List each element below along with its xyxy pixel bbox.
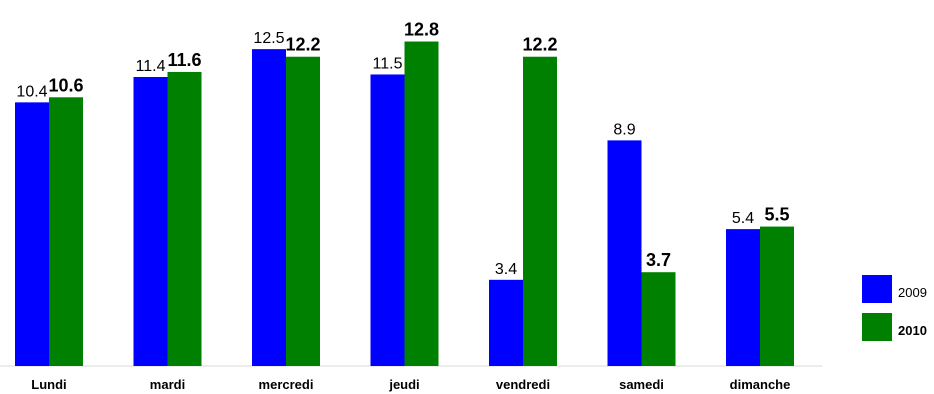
bars-group bbox=[15, 41, 794, 367]
legend: 2009 2010 bbox=[862, 275, 927, 341]
bar-2010-mardi bbox=[167, 71, 202, 366]
bar-2009-dimanche bbox=[726, 229, 760, 366]
category-label-mardi: mardi bbox=[150, 377, 185, 392]
bar-2009-vendredi bbox=[489, 279, 523, 366]
value-label-2010-mercredi: 12.2 bbox=[285, 35, 320, 55]
bar-2010-mercredi bbox=[286, 56, 320, 366]
value-label-2010-Lundi: 10.6 bbox=[48, 75, 83, 95]
value-label-2010-vendredi: 12.2 bbox=[522, 35, 557, 55]
value-label-2009-mardi: 11.4 bbox=[136, 58, 166, 75]
value-label-2010-mardi: 11.6 bbox=[167, 50, 201, 70]
value-labels-group: 10.4 10.611.4 11.612.5 12.211.512.83.412.28… bbox=[16, 20, 789, 278]
value-label-2009-samedi: 8.9 bbox=[613, 121, 635, 138]
category-labels-group: Lundi mardi mercredi jeudi vendredi samedi dim… bbox=[31, 377, 790, 392]
category-label-mercredi: mercredi bbox=[259, 377, 314, 392]
value-label-2009-vendredi: 3.4 bbox=[495, 261, 517, 278]
category-label-vendredi: vendredi bbox=[496, 377, 550, 392]
bar-2009-Lundi bbox=[15, 102, 49, 367]
value-label-2010-dimanche: 5.5 bbox=[764, 205, 789, 225]
legend-label-2009: 2009 bbox=[898, 285, 927, 300]
value-label-2009-dimanche: 5.4 bbox=[732, 210, 754, 227]
bar-2009-mardi bbox=[133, 77, 168, 366]
category-label-jeudi: jeudi bbox=[388, 377, 419, 392]
bar-2010-vendredi bbox=[523, 56, 557, 366]
bar-2010-jeudi bbox=[404, 41, 439, 367]
bar-2009-mercredi bbox=[252, 49, 286, 366]
legend-swatch-2009 bbox=[862, 275, 892, 303]
value-label-2010-jeudi: 12.8 bbox=[404, 20, 439, 40]
value-label-2010-samedi: 3.7 bbox=[646, 250, 671, 270]
bar-2009-jeudi bbox=[370, 74, 405, 366]
legend-label-2010: 2010 bbox=[898, 323, 927, 338]
legend-swatch-2010 bbox=[862, 313, 892, 341]
category-label-Lundi: Lundi bbox=[31, 377, 66, 392]
bar-2010-Lundi bbox=[49, 97, 83, 366]
category-label-samedi: samedi bbox=[619, 377, 664, 392]
bar-2009-samedi bbox=[607, 140, 642, 366]
value-label-2009-Lundi: 10.4 bbox=[16, 83, 47, 100]
bar-2010-dimanche bbox=[760, 226, 794, 366]
category-label-dimanche: dimanche bbox=[730, 377, 791, 392]
value-label-2009-mercredi: 12.5 bbox=[253, 30, 284, 47]
value-label-2009-jeudi: 11.5 bbox=[373, 55, 403, 72]
bar-2010-samedi bbox=[641, 272, 676, 366]
